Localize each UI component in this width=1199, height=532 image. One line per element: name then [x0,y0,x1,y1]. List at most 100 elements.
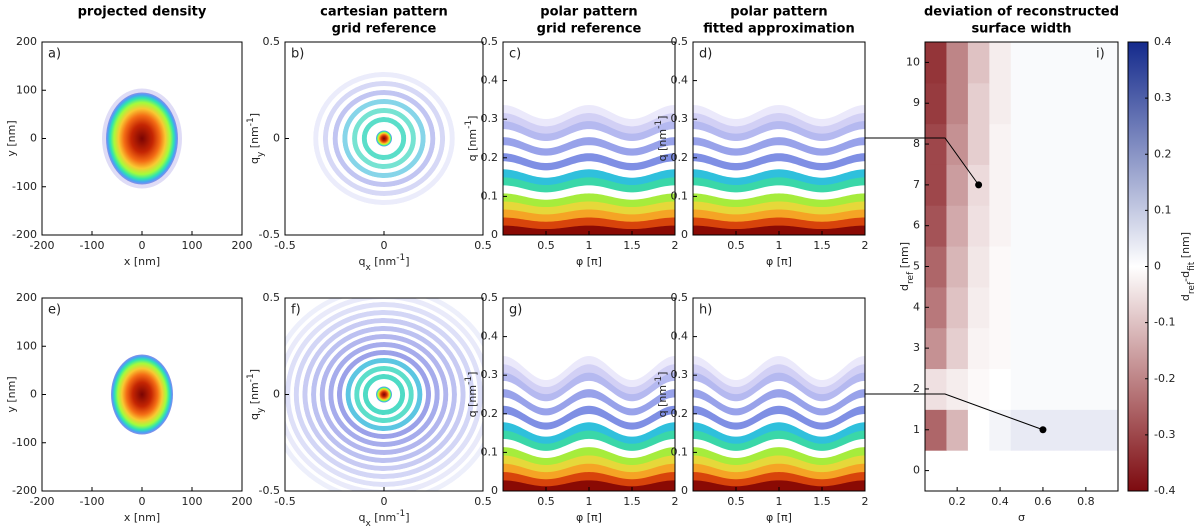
y-tick-label: 0.3 [481,112,499,125]
heat-cell [1032,42,1055,84]
label-part: [nm [248,382,261,407]
ring [345,358,423,431]
panel-title: grid reference [537,22,642,37]
y-tick-label: 0 [30,132,37,145]
y-tick-label: 2 [913,382,920,395]
connector [865,137,980,186]
x-axis-label: x [nm] [124,511,160,524]
heat-cell [1096,205,1118,247]
heat-cell [989,82,1012,125]
heat-cell [946,82,969,125]
x-tick-label: 1.5 [623,239,641,252]
y-tick-label: 7 [913,178,920,191]
ring [361,117,407,160]
x-tick-label: 1.5 [813,239,831,252]
marker [1039,426,1047,434]
ring-line [331,89,437,188]
heat-cell [1010,286,1033,329]
y-tick-label: 0.4 [481,330,499,343]
y-tick-label: 5 [913,260,920,273]
y-tick-label: -200 [12,484,37,497]
ring [336,350,432,439]
x-tick-label: 0.5 [727,239,745,252]
heat-cell [1010,123,1033,165]
heat-cell [1096,42,1118,84]
y-tick-label: 0.2 [481,407,499,420]
panel-letter: f) [291,303,301,318]
heat-cell [967,327,990,370]
marker [975,181,983,189]
heat-cell [1053,368,1076,410]
label-part: x [365,519,371,529]
heat-cell [1075,164,1098,206]
y-tick-label: 0.3 [481,368,499,381]
ring-line [318,333,450,456]
label-part: y [nm] [5,376,18,412]
ring-line [351,107,417,170]
x-axis-label: σ [1018,511,1025,524]
y-tick-label: -100 [12,436,37,449]
y-tick-label: 0.5 [481,291,499,304]
y-axis-label: y [nm] [5,376,18,412]
heat-cell [1010,327,1033,370]
label-part: q [nm [656,385,669,417]
ring [332,90,436,187]
y-tick-label: 0.2 [481,151,499,164]
label-part: ] [248,369,261,373]
heat-cell [1096,82,1118,125]
colorbar-label: dref-dfit [nm] [1179,232,1197,301]
panel-title: deviation of reconstructed [924,5,1119,20]
y-tick-label: 8 [913,137,920,150]
heat-cell [925,246,947,288]
plot-area [693,105,865,235]
x-axis-label: qx [nm-1] [358,509,409,529]
y-tick-label: 9 [913,96,920,109]
heat-cell [1053,123,1076,165]
heat-cell [946,164,969,206]
ring-line [310,325,458,464]
label-part: x [nm] [124,511,160,524]
label-part: [nm [371,511,396,524]
ring [322,81,446,196]
heat-cell [1032,205,1055,247]
ring [293,310,475,479]
y-tick-label: 4 [913,300,920,313]
label-part: -1 [396,253,405,263]
heat-cell [989,409,1012,451]
label-part: ] [405,511,409,524]
y-tick-label: 0 [273,132,280,145]
ring [342,99,426,178]
x-axis-label: x [nm] [124,255,160,268]
heat-cell [1053,82,1076,125]
y-tick-label: 0.2 [671,407,689,420]
x-tick-label: 0.5 [727,495,745,508]
x-axis-label: φ [π] [576,511,602,524]
heat-cell [989,286,1012,329]
heat-cell [1075,286,1098,329]
heat-cell [1075,327,1098,370]
heat-cell [1096,368,1118,410]
label-part: [nm [371,255,396,268]
x-tick-label: 200 [232,239,253,252]
label-part: -1 [246,373,256,382]
heat-cell [967,409,990,451]
x-tick-label: 1 [586,239,593,252]
panel-letter: b) [291,47,304,62]
x-tick-label: 1 [586,495,593,508]
label-part: ref [1187,281,1197,294]
heat-cell [925,286,947,329]
label-part: q [nm [466,129,479,161]
heat-cell [1032,286,1055,329]
heat-cell [925,123,947,165]
label-part: -d [1179,271,1192,282]
x-tick-label: 0.5 [537,495,555,508]
plot-area [102,88,182,189]
panel-letter: c) [509,47,521,62]
heat-cell [946,327,969,370]
colorbar-tick-label: 0.2 [1154,147,1172,160]
y-axis-label: y [nm] [5,120,18,156]
ring-line [361,373,407,416]
heat-cell [925,327,947,370]
ring [319,334,449,455]
label-part: q [358,511,365,524]
